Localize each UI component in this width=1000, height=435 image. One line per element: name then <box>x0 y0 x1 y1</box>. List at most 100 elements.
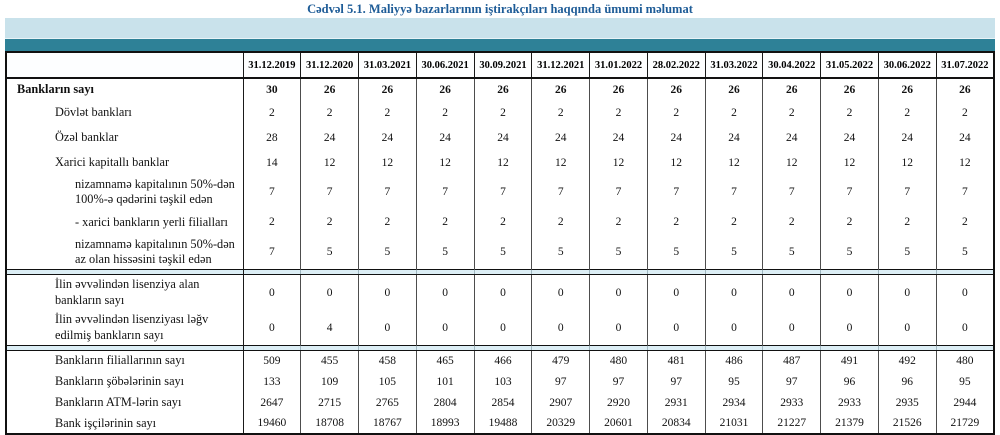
value-cell: 18767 <box>358 413 417 435</box>
value-cell: 21526 <box>877 413 937 435</box>
value-cell: 4 <box>300 310 360 346</box>
value-cell: 26 <box>415 78 475 100</box>
value-cell: 20329 <box>531 413 591 435</box>
value-cell: 492 <box>877 350 937 372</box>
column-header-date: 30.09.2021 <box>473 51 533 79</box>
table-row: Bankların şöbələrinin sayı 133 109 105 101 10… <box>6 371 995 393</box>
value-cell: 5 <box>935 234 995 270</box>
data-table: 31.12.2019 31.12.2020 31.03.2021 30.06.2021… <box>5 51 995 435</box>
value-cell: 24 <box>473 125 533 150</box>
value-cell: 2 <box>762 100 822 125</box>
table-row: Xarici kapitallı banklar 14 12 12 12 12 12 12 12… <box>6 150 995 175</box>
header-row: 31.12.2019 31.12.2020 31.03.2021 30.06.2021… <box>5 51 995 79</box>
value-cell: 26 <box>704 78 764 100</box>
column-header-date: 31.05.2022 <box>820 51 879 79</box>
value-cell: 24 <box>358 125 417 150</box>
value-cell: 2 <box>242 209 302 235</box>
value-cell: 2 <box>358 100 417 125</box>
value-cell: 2 <box>704 100 764 125</box>
value-cell: 0 <box>762 274 822 311</box>
row-label: Bankların sayı <box>6 78 244 100</box>
value-cell: 109 <box>300 371 360 393</box>
value-cell: 30 <box>242 78 302 100</box>
column-header-date: 30.06.2022 <box>877 51 937 79</box>
value-cell: 12 <box>762 150 822 175</box>
value-cell: 5 <box>589 234 648 270</box>
table-row: Bankların sayı 30 26 26 26 26 26 26 26 26 26 26 26 26 <box>6 78 995 100</box>
value-cell: 12 <box>531 150 591 175</box>
value-cell: 133 <box>242 371 302 393</box>
value-cell: 7 <box>242 175 302 210</box>
value-cell: 0 <box>473 274 533 311</box>
value-cell: 24 <box>704 125 764 150</box>
value-cell: 0 <box>877 274 937 311</box>
column-header-date: 31.01.2022 <box>589 51 648 79</box>
value-cell: 105 <box>358 371 417 393</box>
section-separator <box>5 344 995 351</box>
value-cell: 7 <box>646 175 706 210</box>
value-cell: 2920 <box>589 392 648 414</box>
value-cell: 12 <box>358 150 417 175</box>
value-cell: 2 <box>935 209 995 235</box>
value-cell: 26 <box>762 78 822 100</box>
value-cell: 0 <box>820 310 879 346</box>
table-row: İlin əvvəlindən lisenziyası ləğv edilmiş… <box>6 310 995 346</box>
value-cell: 0 <box>242 274 302 311</box>
value-cell: 5 <box>473 234 533 270</box>
value-cell: 2 <box>589 100 648 125</box>
value-cell: 487 <box>762 350 822 372</box>
value-cell: 24 <box>415 125 475 150</box>
value-cell: 97 <box>531 371 591 393</box>
value-cell: 7 <box>415 175 475 210</box>
value-cell: 7 <box>877 175 937 210</box>
value-cell: 5 <box>531 234 591 270</box>
value-cell: 24 <box>300 125 360 150</box>
row-label: Xarici kapitallı banklar <box>6 150 244 175</box>
row-label: Bankların şöbələrinin sayı <box>6 371 244 393</box>
value-cell: 0 <box>589 274 648 311</box>
row-label: İlin əvvəlindən lisenziyası ləğv edilmiş… <box>6 310 244 346</box>
row-label: nizamnamə kapitalının 50%-dən 100%-ə qəd… <box>6 175 244 210</box>
value-cell: 7 <box>820 175 879 210</box>
value-cell: 2 <box>300 209 360 235</box>
value-cell: 479 <box>531 350 591 372</box>
value-cell: 28 <box>242 125 302 150</box>
value-cell: 26 <box>646 78 706 100</box>
value-cell: 26 <box>300 78 360 100</box>
value-cell: 26 <box>935 78 995 100</box>
value-cell: 7 <box>589 175 648 210</box>
value-cell: 96 <box>877 371 937 393</box>
table-row: nizamnamə kapitalının 50%-dən az olan hi… <box>6 234 995 270</box>
value-cell: 24 <box>935 125 995 150</box>
value-cell: 24 <box>531 125 591 150</box>
value-cell: 5 <box>877 234 937 270</box>
value-cell: 18708 <box>300 413 360 435</box>
value-cell: 95 <box>935 371 995 393</box>
value-cell: 2765 <box>358 392 417 414</box>
decorative-band-light <box>5 18 995 39</box>
value-cell: 455 <box>300 350 360 372</box>
value-cell: 101 <box>415 371 475 393</box>
value-cell: 2 <box>877 100 937 125</box>
value-cell: 2 <box>877 209 937 235</box>
value-cell: 2 <box>531 100 591 125</box>
value-cell: 2 <box>300 100 360 125</box>
table-row: Bankların ATM-lərin sayı 2647 2715 2765 2804… <box>6 392 995 414</box>
decorative-band-teal <box>5 39 995 51</box>
value-cell: 24 <box>877 125 937 150</box>
value-cell: 7 <box>473 175 533 210</box>
table-row: İlin əvvəlindən lisenziya alan bankların… <box>6 274 995 311</box>
value-cell: 103 <box>473 371 533 393</box>
value-cell: 0 <box>589 310 648 346</box>
value-cell: 19460 <box>242 413 302 435</box>
value-cell: 0 <box>358 310 417 346</box>
value-cell: 0 <box>646 274 706 311</box>
value-cell: 0 <box>531 310 591 346</box>
value-cell: 14 <box>242 150 302 175</box>
value-cell: 12 <box>877 150 937 175</box>
value-cell: 2935 <box>877 392 937 414</box>
value-cell: 5 <box>415 234 475 270</box>
column-header-date: 30.06.2021 <box>415 51 475 79</box>
value-cell: 7 <box>935 175 995 210</box>
value-cell: 2647 <box>242 392 302 414</box>
